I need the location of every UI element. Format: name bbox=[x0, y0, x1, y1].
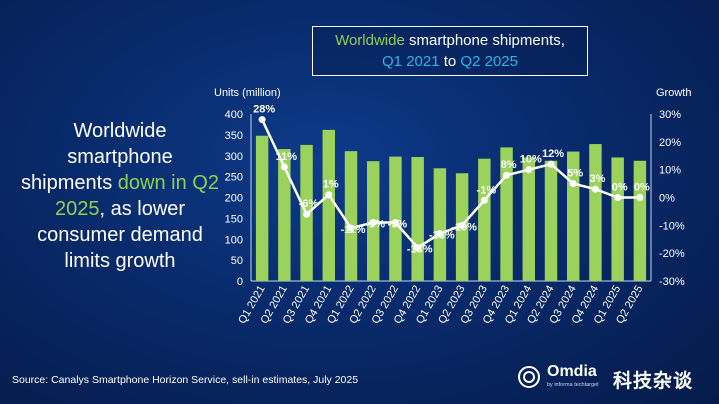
bar-q1-2024 bbox=[522, 157, 535, 281]
growth-point bbox=[280, 163, 288, 171]
growth-label: -9% bbox=[365, 219, 385, 231]
omdia-logo: Omdia by informa techtarget bbox=[517, 363, 607, 391]
title-q1-2021: Q1 2021 bbox=[382, 53, 440, 70]
growth-label: -9% bbox=[388, 219, 408, 231]
growth-label: 28% bbox=[253, 104, 275, 116]
bar-q4-2024 bbox=[589, 144, 602, 281]
y-tick-label: 200 bbox=[225, 193, 243, 205]
growth-point bbox=[391, 219, 399, 227]
y-tick-label: 300 bbox=[225, 151, 243, 163]
growth-label: -1% bbox=[477, 184, 497, 196]
growth-label: 5% bbox=[567, 168, 583, 180]
growth-point bbox=[458, 221, 466, 229]
growth-point bbox=[614, 194, 622, 201]
bar-q1-2021 bbox=[255, 135, 269, 281]
chart-title-box: Worldwide smartphone shipments, Q1 2021 … bbox=[312, 26, 588, 76]
bar-q4-2021 bbox=[322, 129, 335, 281]
y2-tick-label: 0% bbox=[659, 193, 675, 205]
growth-label: 1% bbox=[323, 179, 339, 191]
growth-label: 0% bbox=[634, 182, 650, 194]
growth-label: 3% bbox=[589, 173, 605, 185]
growth-point bbox=[591, 185, 599, 193]
growth-label: 0% bbox=[612, 182, 628, 194]
bar-q2-2024 bbox=[544, 160, 558, 281]
y-tick-label: 250 bbox=[225, 172, 243, 184]
bar-q4-2023 bbox=[500, 147, 513, 281]
y-axis-title: Units (million) bbox=[214, 87, 281, 99]
watermark: 科技杂谈 bbox=[613, 371, 694, 392]
growth-label: -6% bbox=[299, 198, 319, 210]
growth-point bbox=[636, 194, 644, 201]
y2-tick-label: 20% bbox=[659, 137, 681, 149]
growth-point bbox=[258, 116, 266, 124]
bar-q3-2023 bbox=[478, 158, 491, 281]
headline: Worldwide smartphone shipments down in Q… bbox=[20, 118, 220, 274]
headline-highlight: down in Q2 2025 bbox=[54, 172, 219, 220]
growth-label: -11% bbox=[340, 224, 365, 236]
y-tick-label: 150 bbox=[225, 213, 243, 225]
omdia-tagline: by informa techtarget bbox=[547, 382, 599, 388]
growth-line bbox=[260, 119, 640, 250]
growth-label: -18% bbox=[407, 244, 433, 256]
omdia-logo-icon bbox=[518, 366, 540, 388]
chart-title-line1: Worldwide smartphone shipments, bbox=[313, 30, 587, 51]
y2-tick-label: -20% bbox=[659, 248, 685, 260]
growth-label: -10% bbox=[451, 221, 477, 233]
growth-label: 10% bbox=[520, 154, 542, 166]
bar-q3-2022 bbox=[389, 156, 402, 281]
y-tick-label: 0 bbox=[237, 276, 243, 288]
bar-q2-2025 bbox=[633, 160, 647, 281]
title-rest: smartphone shipments, bbox=[404, 32, 565, 49]
title-to: to bbox=[439, 53, 461, 70]
title-worldwide: Worldwide bbox=[335, 32, 405, 49]
bar-q1-2023 bbox=[433, 168, 447, 281]
growth-label: 11% bbox=[276, 151, 298, 163]
bar-q1-2025 bbox=[611, 157, 624, 281]
y-tick-label: 100 bbox=[225, 234, 243, 246]
chart-title-line2: Q1 2021 to Q2 2025 bbox=[313, 51, 587, 72]
growth-point bbox=[436, 230, 444, 238]
growth-point bbox=[414, 244, 422, 252]
growth-label: 8% bbox=[501, 159, 517, 171]
source-note: Source: Canalys Smartphone Horizon Servi… bbox=[12, 374, 359, 386]
title-q2-2025: Q2 2025 bbox=[460, 53, 518, 70]
headline-text-1: Worldwide smartphone shipments bbox=[21, 120, 173, 194]
bar-q4-2022 bbox=[411, 157, 424, 281]
y2-axis-title: Growth bbox=[656, 87, 691, 99]
y-tick-label: 50 bbox=[231, 255, 243, 267]
growth-point bbox=[369, 219, 377, 227]
growth-point bbox=[480, 196, 488, 204]
bar-q1-2022 bbox=[344, 151, 358, 281]
bar-q2-2021 bbox=[278, 149, 291, 281]
growth-point bbox=[303, 210, 311, 218]
growth-point bbox=[547, 160, 555, 168]
growth-point bbox=[503, 171, 511, 179]
growth-point bbox=[325, 191, 333, 199]
growth-label: -13% bbox=[429, 230, 455, 242]
headline-text-2: , as lower consumer demand limits growth bbox=[37, 198, 203, 272]
y-tick-label: 400 bbox=[225, 109, 243, 121]
omdia-brand: Omdia bbox=[547, 363, 597, 380]
y2-tick-label: 10% bbox=[659, 165, 681, 177]
growth-label: 12% bbox=[542, 148, 564, 160]
y-tick-label: 350 bbox=[225, 130, 243, 142]
y2-tick-label: -10% bbox=[659, 220, 685, 232]
growth-point bbox=[569, 180, 577, 188]
growth-point bbox=[347, 224, 355, 232]
y2-tick-label: -30% bbox=[659, 276, 685, 288]
growth-point bbox=[525, 166, 533, 174]
y2-tick-label: 30% bbox=[659, 109, 681, 121]
